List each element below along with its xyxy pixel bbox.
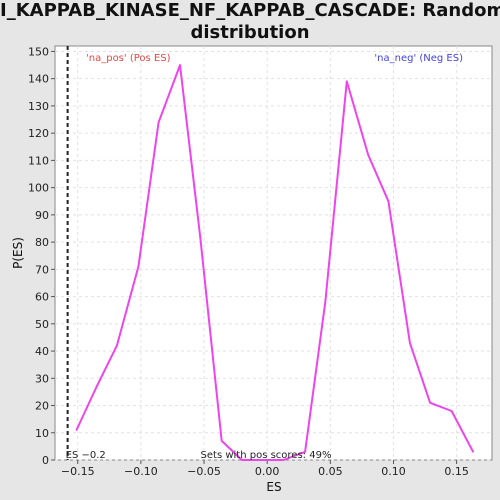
series-line bbox=[75, 64, 474, 461]
series-point bbox=[179, 64, 181, 66]
x-tick-label: −0.15 bbox=[61, 465, 95, 478]
series-point bbox=[137, 265, 140, 268]
reference-line-group: ES −0.2 bbox=[66, 46, 106, 461]
series-point bbox=[429, 402, 431, 404]
y-tick-label: 100 bbox=[28, 182, 49, 195]
chart-title: I_KAPPAB_KINASE_NF_KAPPAB_CASCADE: Rando… bbox=[0, 0, 500, 44]
series-point bbox=[241, 459, 243, 461]
y-tick-label: 130 bbox=[28, 100, 49, 113]
x-axis: −0.15 −0.10 −0.05 0.00 0.05 0.10 0.15 bbox=[61, 460, 469, 478]
y-tick-label: 50 bbox=[35, 318, 49, 331]
chart-title-line-2: distribution bbox=[190, 22, 310, 43]
pos-scores-text: Sets with pos scores: 49% bbox=[201, 450, 332, 461]
y-tick-label: 110 bbox=[28, 154, 49, 167]
series-point bbox=[345, 80, 348, 83]
series-point bbox=[116, 344, 118, 347]
y-tick-label: 10 bbox=[35, 427, 49, 440]
y-tick-label: 20 bbox=[35, 400, 49, 413]
y-tick-label: 0 bbox=[42, 454, 49, 467]
chart-title-line-1: I_KAPPAB_KINASE_NF_KAPPAB_CASCADE: Rando… bbox=[0, 0, 500, 21]
y-tick-label: 120 bbox=[28, 127, 49, 140]
x-tick-label: −0.05 bbox=[187, 465, 221, 478]
pos-es-label: 'na_pos' (Pos ES) bbox=[86, 53, 171, 64]
y-tick-label: 60 bbox=[35, 291, 49, 304]
y-tick-label: 70 bbox=[35, 263, 49, 276]
series-point bbox=[472, 451, 474, 453]
y-axis: 0 10 20 30 40 50 60 70 80 90 100 110 120 130 140 150 bbox=[28, 45, 55, 467]
grid-lines bbox=[55, 46, 492, 461]
series-point bbox=[409, 342, 411, 344]
reference-line-label: ES −0.2 bbox=[66, 450, 106, 461]
series-point bbox=[324, 301, 327, 303]
annotations: 'na_pos' (Pos ES) 'na_neg' (Neg ES) Sets… bbox=[86, 53, 463, 461]
y-tick-label: 40 bbox=[35, 345, 49, 358]
y-tick-label: 150 bbox=[28, 45, 49, 58]
series-point bbox=[304, 451, 306, 453]
series-point bbox=[75, 429, 78, 431]
y-tick-label: 80 bbox=[35, 236, 49, 249]
series-group bbox=[75, 64, 474, 461]
neg-es-label: 'na_neg' (Neg ES) bbox=[374, 53, 463, 64]
series-point bbox=[199, 235, 202, 238]
series-point bbox=[450, 410, 453, 412]
x-tick-label: 0.05 bbox=[318, 465, 343, 478]
series-point bbox=[367, 154, 370, 156]
x-axis-title: ES bbox=[266, 480, 281, 494]
y-tick-label: 140 bbox=[28, 73, 49, 86]
y-tick-label: 90 bbox=[35, 209, 49, 222]
series-point bbox=[262, 459, 265, 461]
y-tick-label: 30 bbox=[35, 372, 49, 385]
series-point bbox=[387, 200, 390, 203]
x-tick-label: 0.10 bbox=[381, 465, 406, 478]
series-point bbox=[157, 121, 160, 124]
plot-area bbox=[54, 45, 493, 461]
series-point bbox=[220, 440, 223, 442]
series-point bbox=[95, 385, 98, 388]
x-tick-label: 0.00 bbox=[255, 465, 280, 478]
y-axis-title: P(ES) bbox=[11, 237, 25, 269]
series-point bbox=[282, 459, 285, 461]
x-tick-label: 0.15 bbox=[444, 465, 469, 478]
x-tick-label: −0.10 bbox=[124, 465, 158, 478]
